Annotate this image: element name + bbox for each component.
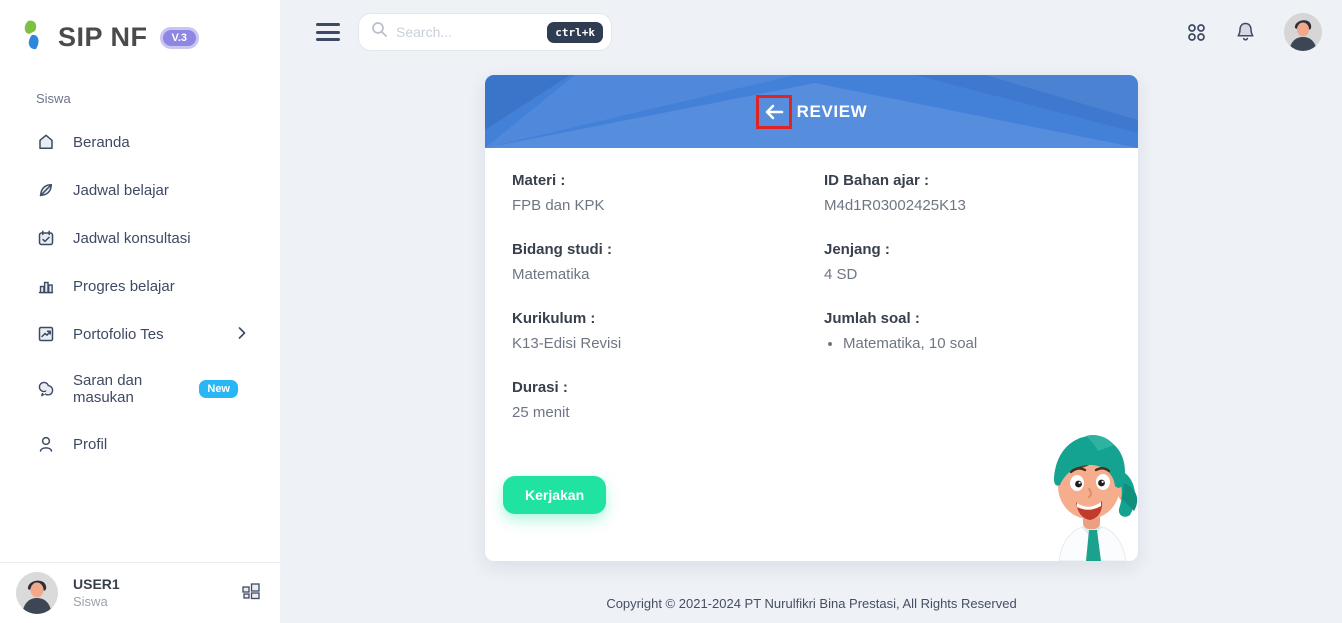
user-role: Siswa <box>73 593 108 609</box>
home-icon <box>36 132 56 152</box>
new-badge: New <box>199 380 238 398</box>
field-bidang-studi: Bidang studi : Matematika <box>512 241 612 283</box>
sidebar: SIP NF V.3 Siswa Beranda Jadwal belajar <box>0 0 281 623</box>
logo-leaf-icon <box>20 18 50 57</box>
sidebar-item-label: Jadwal belajar <box>73 181 169 199</box>
sidebar-item-progres-belajar[interactable]: Progres belajar <box>0 262 280 310</box>
sidebar-user-box[interactable]: USER1 Siswa <box>0 562 280 623</box>
field-jumlah-soal: Jumlah soal : Matematika, 10 soal <box>824 310 1138 352</box>
calendar-check-icon <box>36 228 56 248</box>
sidebar-item-label: Progres belajar <box>73 277 175 295</box>
user-name: USER1 <box>73 576 120 593</box>
header-pattern <box>485 75 1138 148</box>
review-card-header: REVIEW <box>485 75 1138 148</box>
sidebar-item-saran-dan-masukan[interactable]: Saran dan masukan New <box>0 358 280 420</box>
sidebar-item-portofolio-tes[interactable]: Portofolio Tes <box>0 310 280 358</box>
search-icon <box>371 21 388 43</box>
field-jenjang: Jenjang : 4 SD <box>824 241 890 283</box>
topbar: ctrl+k <box>281 0 1342 64</box>
apps-grid-icon[interactable] <box>1186 22 1207 43</box>
content-area: REVIEW Materi : FPB dan KPK Bidang studi… <box>281 64 1342 582</box>
sidebar-item-label: Saran dan masukan <box>73 372 143 406</box>
sidebar-section-label: Siswa <box>36 91 71 106</box>
field-materi: Materi : FPB dan KPK <box>512 172 605 214</box>
field-id-bahan-ajar: ID Bahan ajar : M4d1R03002425K13 <box>824 172 966 214</box>
kerjakan-button[interactable]: Kerjakan <box>503 476 607 514</box>
version-badge: V.3 <box>159 26 200 49</box>
field-durasi: Durasi : 25 menit <box>512 379 570 421</box>
annotation-highlight-box <box>755 94 792 129</box>
bar-chart-icon <box>36 276 56 296</box>
search-box[interactable]: ctrl+k <box>358 13 612 51</box>
logo[interactable]: SIP NF V.3 <box>0 0 280 57</box>
footer-copyright: Copyright © 2021-2024 PT Nurulfikri Bina… <box>606 596 1017 611</box>
sidebar-item-label: Portofolio Tes <box>73 325 164 343</box>
profile-avatar[interactable] <box>1284 13 1322 51</box>
sidebar-item-beranda[interactable]: Beranda <box>0 118 280 166</box>
main-area: ctrl+k <box>281 0 1342 623</box>
search-input[interactable] <box>396 24 540 40</box>
mascot-boy-illustration <box>1054 435 1138 561</box>
fields-right-column: ID Bahan ajar : M4d1R03002425K13 Jenjang… <box>824 172 1138 514</box>
line-chart-icon <box>36 324 56 344</box>
hamburger-menu-icon[interactable] <box>316 23 340 41</box>
leaf-icon <box>36 180 56 200</box>
sidebar-item-profil[interactable]: Profil <box>0 420 280 468</box>
logo-text: SIP NF <box>58 22 148 52</box>
search-shortcut-badge: ctrl+k <box>547 21 603 43</box>
sidebar-item-label: Profil <box>73 435 108 453</box>
sidebar-item-label: Jadwal konsultasi <box>73 229 191 247</box>
arrow-left-icon <box>765 104 783 119</box>
sidebar-nav: Beranda Jadwal belajar Jadwal konsultasi… <box>0 112 280 468</box>
sidebar-item-jadwal-konsultasi[interactable]: Jadwal konsultasi <box>0 214 280 262</box>
fields-left-column: Materi : FPB dan KPK Bidang studi : Mate… <box>503 172 824 514</box>
sidebar-item-jadwal-belajar[interactable]: Jadwal belajar <box>0 166 280 214</box>
field-kurikulum: Kurikulum : K13-Edisi Revisi <box>512 310 622 352</box>
bell-icon[interactable] <box>1235 21 1256 43</box>
chevron-right-icon <box>238 326 246 343</box>
review-title: REVIEW <box>796 101 868 121</box>
user-avatar <box>16 572 58 614</box>
sidebar-item-label: Beranda <box>73 133 130 151</box>
review-card: REVIEW Materi : FPB dan KPK Bidang studi… <box>485 75 1138 561</box>
review-card-body: Materi : FPB dan KPK Bidang studi : Mate… <box>485 148 1138 561</box>
dashboard-switch-icon[interactable] <box>242 582 260 605</box>
chat-icon <box>36 379 56 399</box>
back-button[interactable] <box>763 103 785 121</box>
user-icon <box>36 434 56 454</box>
